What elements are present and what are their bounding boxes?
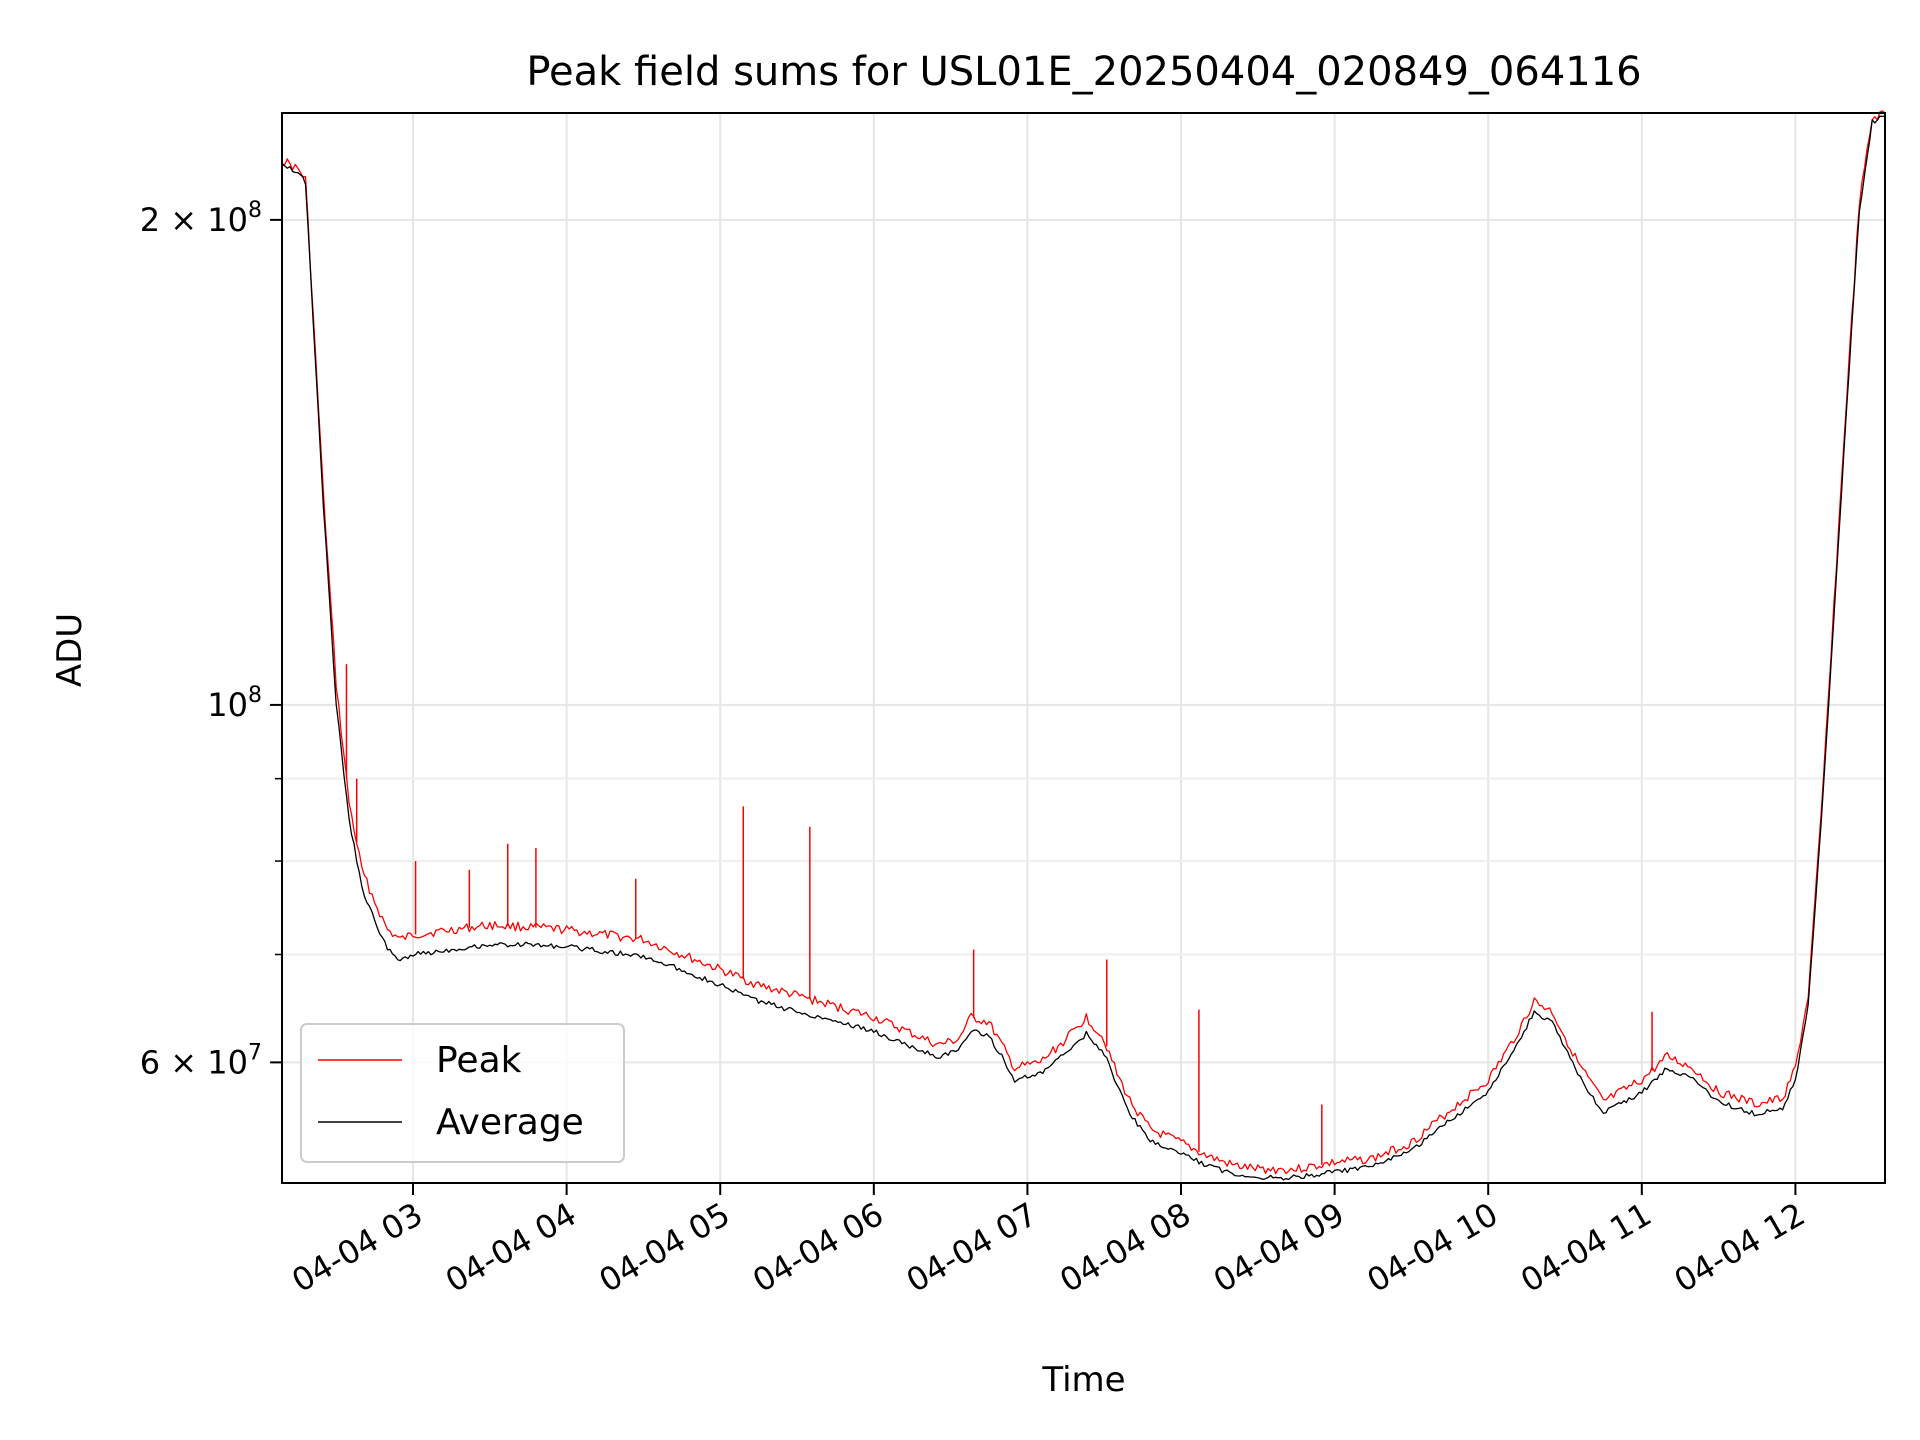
chart-title: Peak field sums for USL01E_20250404_0208… xyxy=(526,49,1641,95)
x-axis-label: Time xyxy=(1041,1360,1125,1400)
legend-label-peak: Peak xyxy=(436,1040,522,1081)
y-tick-label: 2 × 108 xyxy=(140,198,262,239)
y-axis-label: ADU xyxy=(50,613,90,687)
series-line-peak xyxy=(281,110,1886,1175)
plot-frame xyxy=(281,112,1886,1184)
legend-box xyxy=(300,1023,625,1163)
series-line-average xyxy=(281,115,1886,1181)
plot-series xyxy=(281,110,1886,1181)
legend-label-average: Average xyxy=(436,1102,584,1143)
grid xyxy=(282,113,1885,1183)
legend: Peak Average xyxy=(300,1023,625,1163)
y-tick-label: 6 × 107 xyxy=(140,1040,262,1081)
